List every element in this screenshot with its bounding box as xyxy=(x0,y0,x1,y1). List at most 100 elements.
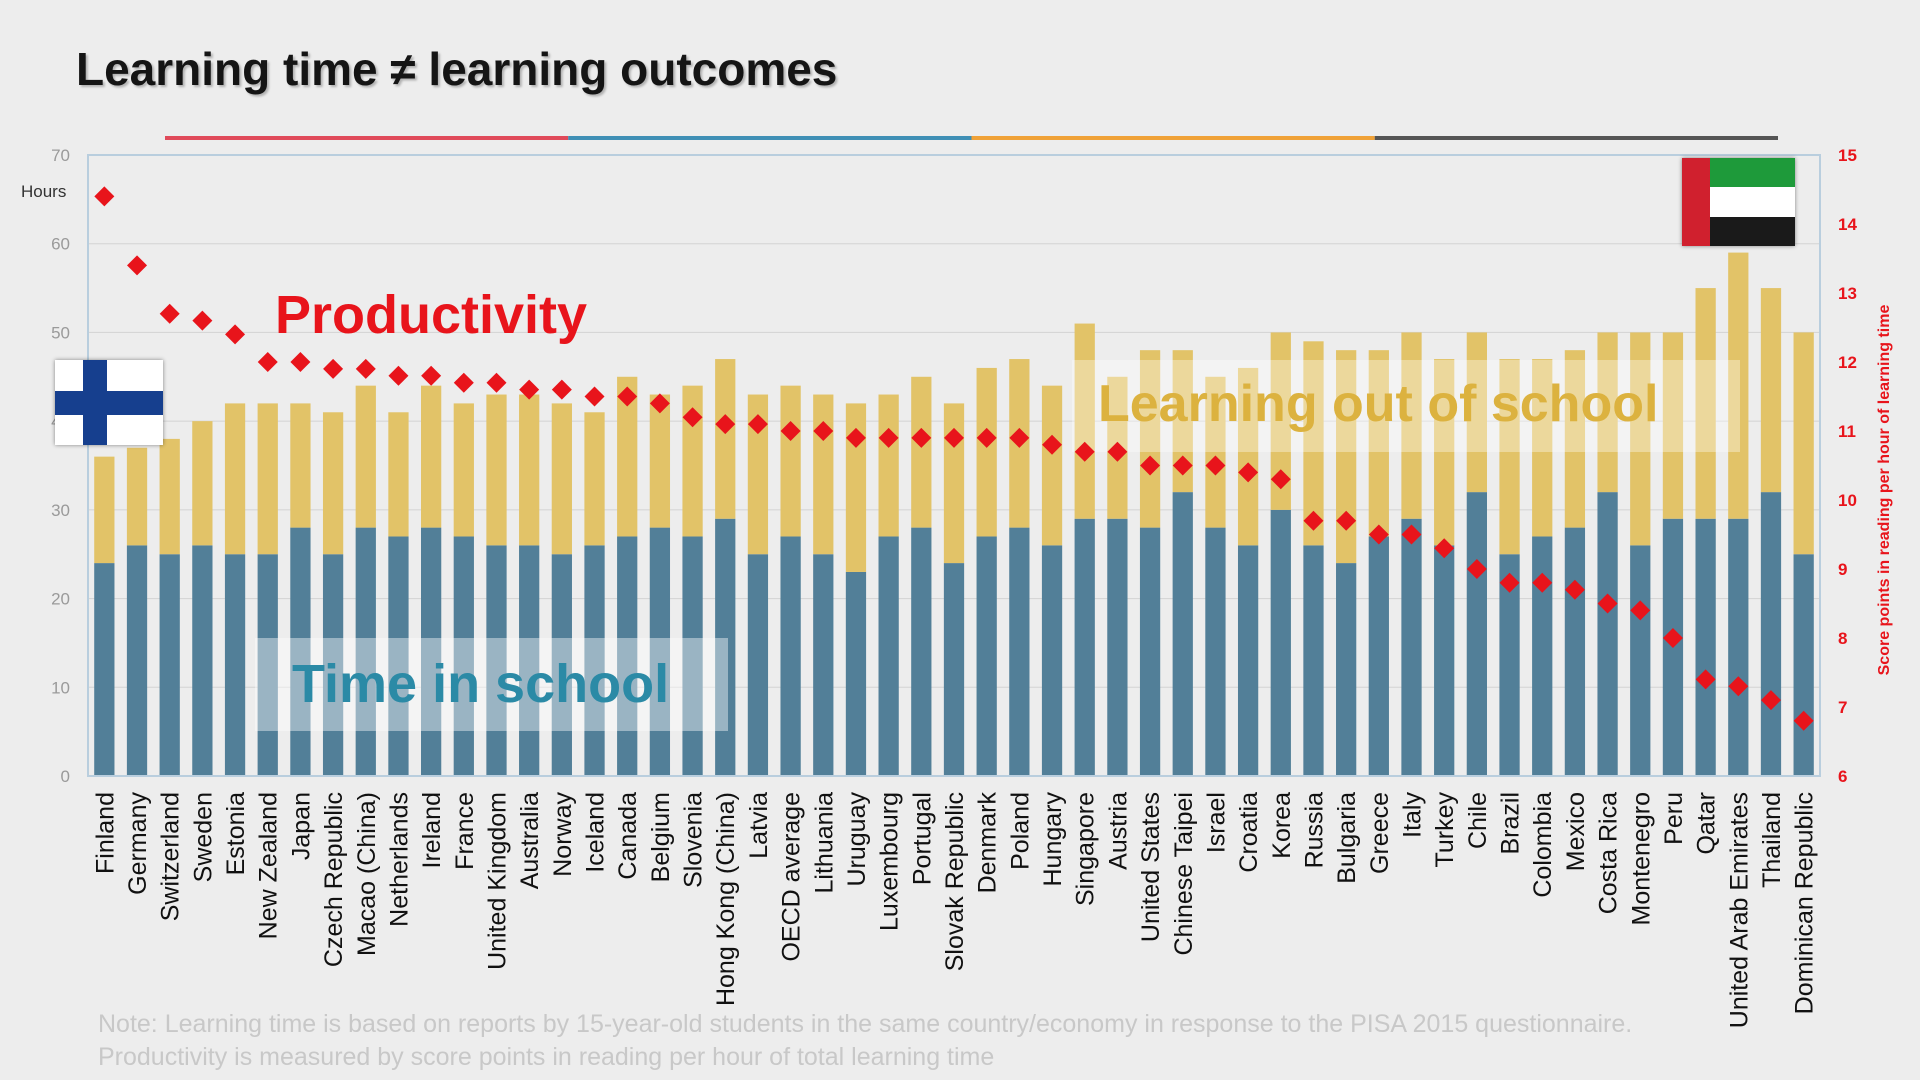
productivity-marker xyxy=(1172,455,1193,476)
bar-time-in-school xyxy=(617,536,638,776)
right-tick-label: 11 xyxy=(1838,422,1856,441)
bar-time-in-school xyxy=(1564,527,1586,776)
productivity-marker xyxy=(1662,628,1683,648)
accent-segment xyxy=(971,136,1375,140)
bar-time-in-school xyxy=(682,536,703,776)
bar-time-in-school xyxy=(911,527,932,776)
bar-learning-out-of-school xyxy=(159,438,180,555)
bar-learning-out-of-school xyxy=(421,385,442,528)
productivity-marker xyxy=(551,379,572,400)
category-labels: Finland Germany Switzerland Sweden Estonia Ne… xyxy=(91,792,1818,1029)
category-label: Finland xyxy=(91,792,119,874)
bar-learning-out-of-school xyxy=(943,403,965,564)
category-label: New Zealand xyxy=(255,792,283,939)
bar-learning-out-of-school xyxy=(1074,323,1095,519)
bar-time-in-school xyxy=(519,545,540,776)
productivity-marker xyxy=(845,427,866,448)
bar-time-in-school xyxy=(1172,492,1193,776)
bar-time-in-school xyxy=(290,527,311,776)
bar-time-in-school xyxy=(421,527,442,776)
bar-learning-out-of-school xyxy=(682,385,703,537)
category-label: Italy xyxy=(1399,792,1427,838)
bar-learning-out-of-school xyxy=(617,376,638,537)
category-label: Dominican Republic xyxy=(1791,792,1819,1014)
productivity-marker xyxy=(159,303,180,324)
bar-learning-out-of-school xyxy=(1793,332,1814,555)
bar-time-in-school xyxy=(1041,545,1063,776)
left-tick-label: 50 xyxy=(51,323,70,342)
productivity-marker xyxy=(1564,579,1585,600)
note-line-2: Productivity is measured by score points… xyxy=(98,1043,995,1071)
productivity-marker xyxy=(421,365,442,386)
bar-time-in-school xyxy=(1205,527,1226,776)
bar-learning-out-of-school xyxy=(257,403,278,555)
bar-time-in-school xyxy=(1336,563,1357,776)
productivity-marker xyxy=(290,352,311,372)
bar-time-in-school xyxy=(780,536,801,776)
category-label: Germany xyxy=(124,792,152,895)
bar-time-in-school xyxy=(1793,554,1814,776)
right-tick-label: 9 xyxy=(1838,560,1847,579)
category-label: Canada xyxy=(614,792,642,880)
bar-learning-out-of-school xyxy=(388,412,409,537)
bar-learning-out-of-school xyxy=(1499,359,1520,555)
bar-learning-out-of-school xyxy=(1368,350,1389,537)
category-label: Iceland xyxy=(582,792,610,873)
right-tick-label: 13 xyxy=(1838,284,1857,303)
bar-time-in-school xyxy=(388,536,409,776)
bar-time-in-school xyxy=(257,554,278,776)
productivity-marker xyxy=(1074,441,1095,462)
category-label: Russia xyxy=(1300,792,1328,869)
bar-time-in-school xyxy=(1597,492,1618,776)
productivity-marker xyxy=(1499,572,1520,593)
slide-title: Learning time ≠ learning outcomes xyxy=(76,43,838,95)
bar-time-in-school xyxy=(943,563,965,776)
category-label: Belgium xyxy=(647,792,675,882)
category-label: Japan xyxy=(287,792,315,860)
bar-time-in-school xyxy=(1270,509,1291,776)
productivity-marker xyxy=(878,427,899,448)
productivity-marker xyxy=(649,393,670,414)
bar-learning-out-of-school xyxy=(813,394,834,555)
category-label: Poland xyxy=(1006,792,1034,870)
bar-learning-out-of-school xyxy=(911,376,932,528)
right-tick-label: 8 xyxy=(1838,629,1847,648)
bar-learning-out-of-school xyxy=(1270,332,1291,510)
bar-learning-out-of-school xyxy=(878,394,899,537)
category-label: Portugal xyxy=(908,792,936,885)
category-label: OECD average xyxy=(778,792,806,962)
productivity-marker xyxy=(1597,593,1618,614)
bar-learning-out-of-school xyxy=(1564,350,1586,528)
productivity-marker xyxy=(453,372,474,393)
accent-segment xyxy=(1374,136,1778,140)
finland-flag-icon xyxy=(55,360,163,445)
bar-time-in-school xyxy=(126,545,148,776)
category-label: Mexico xyxy=(1562,792,1590,871)
bar-time-in-school xyxy=(1009,527,1030,776)
bar-time-in-school xyxy=(747,554,769,776)
right-tick-label: 10 xyxy=(1838,491,1857,510)
category-label: United Arab Emirates xyxy=(1725,792,1753,1028)
productivity-marker xyxy=(388,365,409,386)
productivity-marker xyxy=(944,427,964,448)
bars xyxy=(94,252,1814,776)
productivity-marker xyxy=(1695,669,1716,690)
category-label: France xyxy=(451,792,479,870)
left-axis-ticks: 010203040506070 xyxy=(51,146,70,786)
productivity-marker xyxy=(1303,510,1324,531)
bar-learning-out-of-school xyxy=(649,394,671,528)
bar-learning-out-of-school xyxy=(224,403,246,555)
right-axis-label: Score points in reading per hour of lear… xyxy=(1876,305,1893,676)
bar-time-in-school xyxy=(1303,545,1324,776)
productivity-marker xyxy=(1270,469,1291,490)
category-label: Netherlands xyxy=(385,792,413,927)
right-tick-label: 12 xyxy=(1838,353,1857,372)
bar-learning-out-of-school xyxy=(1336,350,1357,564)
category-label: Peru xyxy=(1660,792,1688,845)
bar-time-in-school xyxy=(94,563,115,776)
category-label: Austria xyxy=(1104,792,1132,870)
bar-learning-out-of-school xyxy=(519,394,540,546)
category-label: Greece xyxy=(1366,792,1394,874)
bar-time-in-school xyxy=(584,545,605,776)
bar-learning-out-of-school xyxy=(1630,332,1651,546)
